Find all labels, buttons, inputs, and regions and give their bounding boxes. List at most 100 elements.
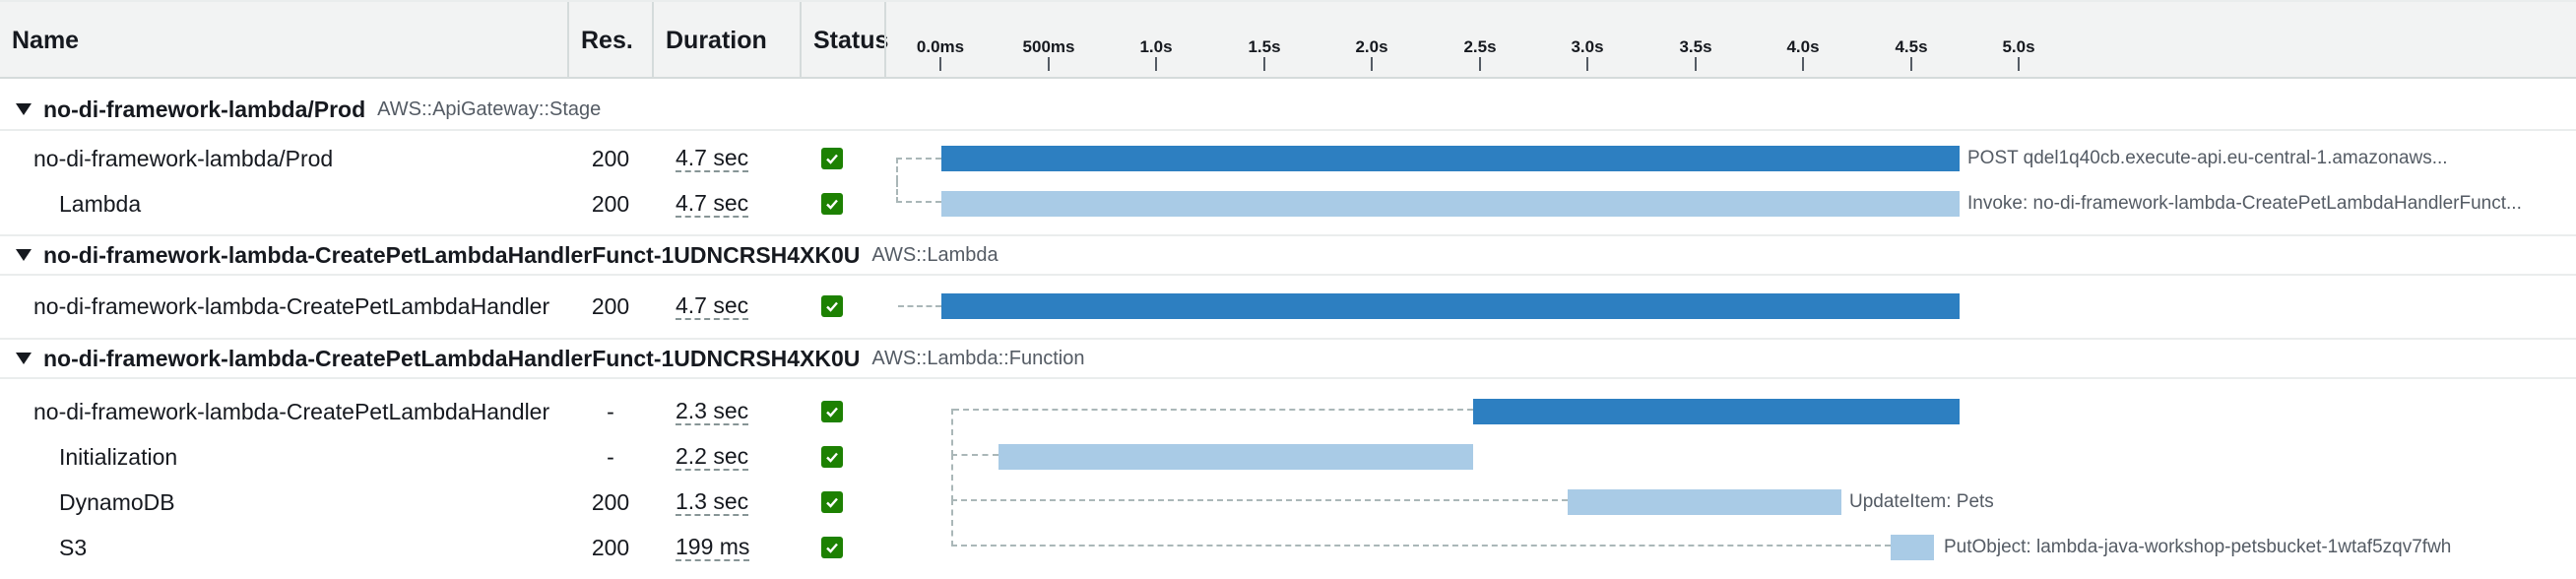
column-header-res[interactable]: Res. — [569, 2, 652, 79]
column-header-status[interactable]: Status — [802, 2, 892, 79]
segment-name: no-di-framework-lambda-CreatePetLambdaHa… — [33, 398, 550, 424]
timeline-bar[interactable] — [941, 191, 1960, 217]
segment-name: Lambda — [59, 190, 142, 217]
axis-tick-label: 500ms — [1022, 37, 1075, 56]
group-name: no-di-framework-lambda-CreatePetLambdaHa… — [43, 345, 861, 371]
table-row[interactable]: no-di-framework-lambda-CreatePetLambdaHa… — [0, 389, 2576, 434]
column-header-status-label: Status — [813, 26, 889, 54]
caret-down-icon[interactable] — [16, 249, 32, 261]
segment-name: DynamoDB — [59, 488, 175, 515]
duration[interactable]: 4.7 sec — [676, 284, 794, 329]
axis-tick-mark — [1048, 57, 1050, 71]
table-row[interactable]: Lambda 200 4.7 sec Invoke: no-di-framewo… — [0, 181, 2576, 226]
duration-value: 199 ms — [676, 534, 750, 561]
table-row[interactable]: Initialization - 2.2 sec — [0, 409, 2576, 480]
duration[interactable]: 4.7 sec — [676, 136, 794, 181]
segment-name: S3 — [59, 534, 88, 560]
axis-tick-mark — [1479, 57, 1481, 71]
response-code: 200 — [591, 488, 630, 515]
axis-tick-label: 4.0s — [1786, 37, 1820, 56]
axis-tick-mark — [1155, 57, 1157, 71]
axis-tick-mark — [2018, 57, 2020, 71]
table-row[interactable]: DynamoDB 200 1.3 sec UpdateItem: Pets — [0, 454, 2576, 525]
table-row[interactable]: S3 200 199 ms PutObject: lambda-java-wor… — [0, 499, 2576, 570]
duration-value: 2.3 sec — [676, 398, 749, 425]
table-row[interactable]: no-di-framework-lambda/Prod 200 4.7 sec … — [0, 136, 2576, 181]
axis-tick-mark — [939, 57, 941, 71]
check-icon — [821, 193, 843, 215]
column-divider — [652, 2, 654, 79]
tree-connector — [896, 181, 941, 203]
tree-connector — [898, 305, 941, 307]
axis-tick-label: 3.0s — [1571, 37, 1604, 56]
column-header-duration[interactable]: Duration — [654, 2, 800, 79]
response-code: - — [607, 443, 614, 470]
check-icon — [821, 401, 843, 422]
column-divider — [800, 2, 802, 79]
axis-tick-mark — [1910, 57, 1912, 71]
duration-value: 1.3 sec — [676, 488, 749, 516]
timeline-bar[interactable] — [941, 146, 1960, 171]
axis-tick-label: 1.5s — [1248, 37, 1281, 56]
timeline-bar[interactable] — [941, 293, 1960, 319]
status-cell — [821, 434, 861, 480]
check-icon — [821, 537, 843, 558]
duration-value: 2.2 sec — [676, 443, 749, 471]
duration[interactable]: 2.3 sec — [676, 389, 794, 434]
check-icon — [821, 491, 843, 513]
status-cell — [821, 136, 861, 181]
table-row[interactable]: no-di-framework-lambda-CreatePetLambdaHa… — [0, 284, 2576, 329]
axis-tick-label: 1.0s — [1139, 37, 1173, 56]
duration-value: 4.7 sec — [676, 292, 749, 320]
duration-value: 4.7 sec — [676, 145, 749, 172]
axis-tick-label: 2.0s — [1355, 37, 1388, 56]
group-header-lambda[interactable]: no-di-framework-lambda-CreatePetLambdaHa… — [0, 234, 2576, 276]
status-cell — [821, 181, 861, 226]
duration-value: 4.7 sec — [676, 190, 749, 218]
segment-name: Initialization — [59, 443, 178, 470]
axis-tick-mark — [1371, 57, 1373, 71]
column-header-res-label: Res. — [581, 26, 633, 54]
timeline-bar[interactable] — [1568, 489, 1841, 515]
bar-label: POST qdel1q40cb.execute-api.eu-central-1… — [1967, 148, 2448, 168]
column-header-duration-label: Duration — [666, 26, 767, 54]
timeline-bar[interactable] — [998, 444, 1473, 470]
status-cell — [821, 480, 861, 525]
timeline-bar[interactable] — [1473, 399, 1960, 424]
tree-connector — [951, 409, 998, 456]
axis-tick-label: 0.0ms — [916, 37, 965, 56]
caret-down-icon[interactable] — [16, 353, 32, 364]
column-divider — [567, 2, 569, 79]
group-type: AWS::ApiGateway::Stage — [377, 97, 602, 120]
bar-label: Invoke: no-di-framework-lambda-CreatePet… — [1967, 193, 2522, 214]
bar-label: UpdateItem: Pets — [1849, 491, 1994, 512]
column-divider — [884, 2, 886, 79]
timeline-bar[interactable] — [1891, 535, 1934, 560]
group-header-lambda-function[interactable]: no-di-framework-lambda-CreatePetLambdaHa… — [0, 338, 2576, 379]
duration[interactable]: 2.2 sec — [676, 434, 794, 480]
status-cell — [821, 525, 861, 570]
duration[interactable]: 1.3 sec — [676, 480, 794, 525]
tree-connector — [953, 409, 1473, 411]
response-code: - — [607, 398, 614, 424]
tree-connector — [951, 454, 1568, 501]
group-type: AWS::Lambda — [871, 243, 998, 266]
axis-tick-label: 4.5s — [1895, 37, 1928, 56]
response-code: 200 — [591, 534, 630, 560]
group-name: no-di-framework-lambda-CreatePetLambdaHa… — [43, 241, 861, 268]
bar-label: PutObject: lambda-java-workshop-petsbuck… — [1944, 537, 2452, 557]
caret-down-icon[interactable] — [16, 103, 32, 115]
status-cell — [821, 284, 861, 329]
segment-name: no-di-framework-lambda-CreatePetLambdaHa… — [33, 292, 550, 319]
duration[interactable]: 4.7 sec — [676, 181, 794, 226]
tree-connector — [896, 158, 941, 181]
duration[interactable]: 199 ms — [676, 525, 794, 570]
column-header-name-label: Name — [12, 26, 80, 54]
group-header-apigateway[interactable]: no-di-framework-lambda/Prod AWS::ApiGate… — [0, 90, 2576, 131]
check-icon — [821, 295, 843, 317]
tree-connector — [951, 499, 1891, 547]
axis-tick-mark — [1802, 57, 1804, 71]
response-code: 200 — [591, 190, 630, 217]
column-header-name[interactable]: Name — [0, 2, 567, 79]
segment-name: no-di-framework-lambda/Prod — [33, 145, 334, 171]
